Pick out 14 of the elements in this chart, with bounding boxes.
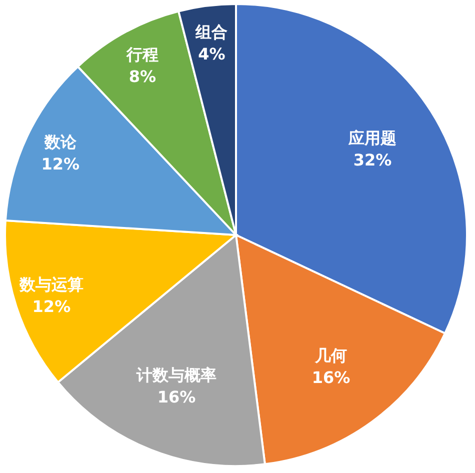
slice-label: 行程 xyxy=(126,44,159,64)
slice-label: 数论 xyxy=(43,132,78,152)
slice-label: 数与运算 xyxy=(18,274,84,294)
data-label: 16% xyxy=(157,387,196,406)
data-label: 8% xyxy=(128,66,156,86)
slice-label: 几何 xyxy=(314,346,348,365)
slice-label: 应用题 xyxy=(348,128,397,148)
slice-label: 计数与概率 xyxy=(135,365,216,384)
data-label: 4% xyxy=(198,44,226,64)
slice-label: 组合 xyxy=(194,22,228,42)
data-label: 16% xyxy=(312,368,350,387)
data-label: 12% xyxy=(41,154,80,174)
data-label: 32% xyxy=(353,150,392,170)
data-label: 12% xyxy=(32,296,71,316)
